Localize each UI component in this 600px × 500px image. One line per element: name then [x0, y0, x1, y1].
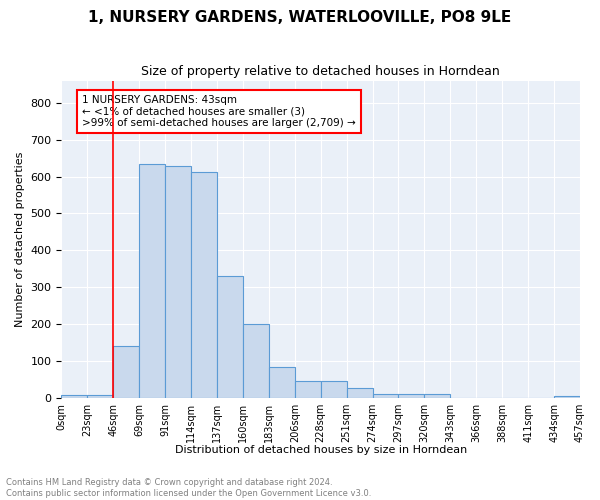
Bar: [88, 395, 113, 398]
Bar: [295, 382, 321, 398]
Bar: [321, 382, 347, 398]
Text: 1 NURSERY GARDENS: 43sqm
← <1% of detached houses are smaller (3)
>99% of semi-d: 1 NURSERY GARDENS: 43sqm ← <1% of detach…: [82, 95, 356, 128]
Bar: [398, 394, 424, 398]
Bar: [61, 396, 88, 398]
Bar: [113, 346, 139, 398]
Bar: [424, 394, 451, 398]
Bar: [373, 394, 398, 398]
Bar: [243, 324, 269, 398]
Bar: [191, 172, 217, 398]
Text: Contains HM Land Registry data © Crown copyright and database right 2024.
Contai: Contains HM Land Registry data © Crown c…: [6, 478, 371, 498]
Bar: [269, 368, 295, 398]
Bar: [217, 276, 243, 398]
Title: Size of property relative to detached houses in Horndean: Size of property relative to detached ho…: [142, 65, 500, 78]
Y-axis label: Number of detached properties: Number of detached properties: [15, 152, 25, 327]
Bar: [139, 164, 165, 398]
Bar: [347, 388, 373, 398]
Bar: [554, 396, 580, 398]
X-axis label: Distribution of detached houses by size in Horndean: Distribution of detached houses by size …: [175, 445, 467, 455]
Text: 1, NURSERY GARDENS, WATERLOOVILLE, PO8 9LE: 1, NURSERY GARDENS, WATERLOOVILLE, PO8 9…: [88, 10, 512, 25]
Bar: [165, 166, 191, 398]
